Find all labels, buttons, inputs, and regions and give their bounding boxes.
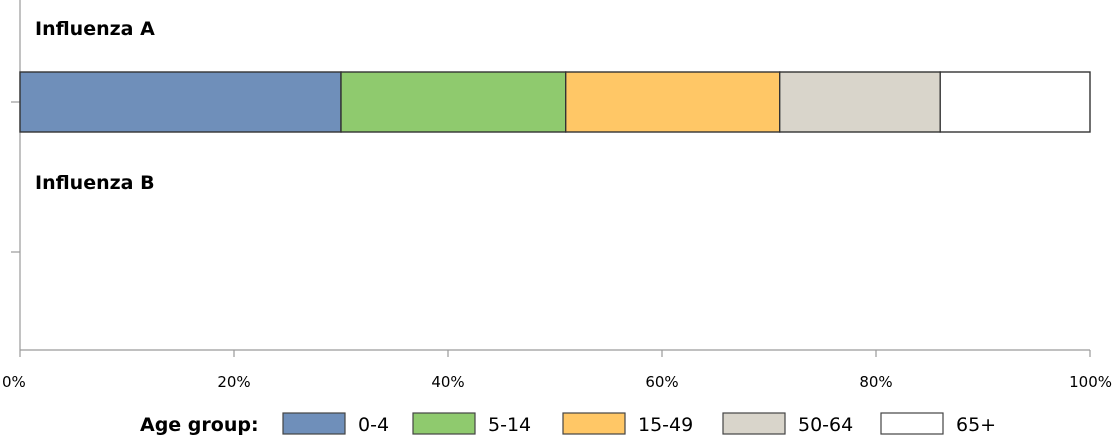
legend: Age group: 0-4 5-14 15-49 50-64 65+ <box>140 412 996 436</box>
legend-swatch-0-4 <box>282 412 346 435</box>
legend-swatch-15-49 <box>562 412 626 435</box>
x-tick-label-80: 80% <box>859 373 892 391</box>
bar-influenza-a-65 <box>939 71 1091 133</box>
row-labels: Influenza A Influenza B <box>35 18 155 194</box>
row-label-influenza-b: Influenza B <box>35 172 155 194</box>
y-ticks <box>11 101 20 253</box>
legend-label-15-49: 15-49 <box>638 414 693 436</box>
bars <box>19 71 1091 133</box>
legend-swatch-5-14 <box>412 412 476 435</box>
legend-title: Age group: <box>140 414 259 436</box>
x-tick-label-20: 20% <box>217 373 250 391</box>
legend-label-50-64: 50-64 <box>798 414 853 436</box>
legend-swatch-65 <box>880 412 944 435</box>
bar-influenza-a-5-14 <box>340 71 567 133</box>
row-label-influenza-a: Influenza A <box>35 18 155 40</box>
bar-influenza-a-50-64 <box>779 71 941 133</box>
x-tick-label-40: 40% <box>431 373 464 391</box>
x-tick-label-0: 0% <box>2 373 26 391</box>
legend-label-65: 65+ <box>956 414 996 436</box>
bar-influenza-a-0-4 <box>19 71 342 133</box>
x-tick-label-100: 100% <box>1069 373 1112 391</box>
legend-label-5-14: 5-14 <box>488 414 531 436</box>
bar-influenza-a-15-49 <box>565 71 781 133</box>
axes <box>19 0 1090 351</box>
legend-label-0-4: 0-4 <box>358 414 389 436</box>
legend-swatch-50-64 <box>722 412 786 435</box>
x-ticks: 0% 20% 40% 60% 80% 100% <box>2 350 1112 391</box>
x-tick-label-60: 60% <box>645 373 678 391</box>
